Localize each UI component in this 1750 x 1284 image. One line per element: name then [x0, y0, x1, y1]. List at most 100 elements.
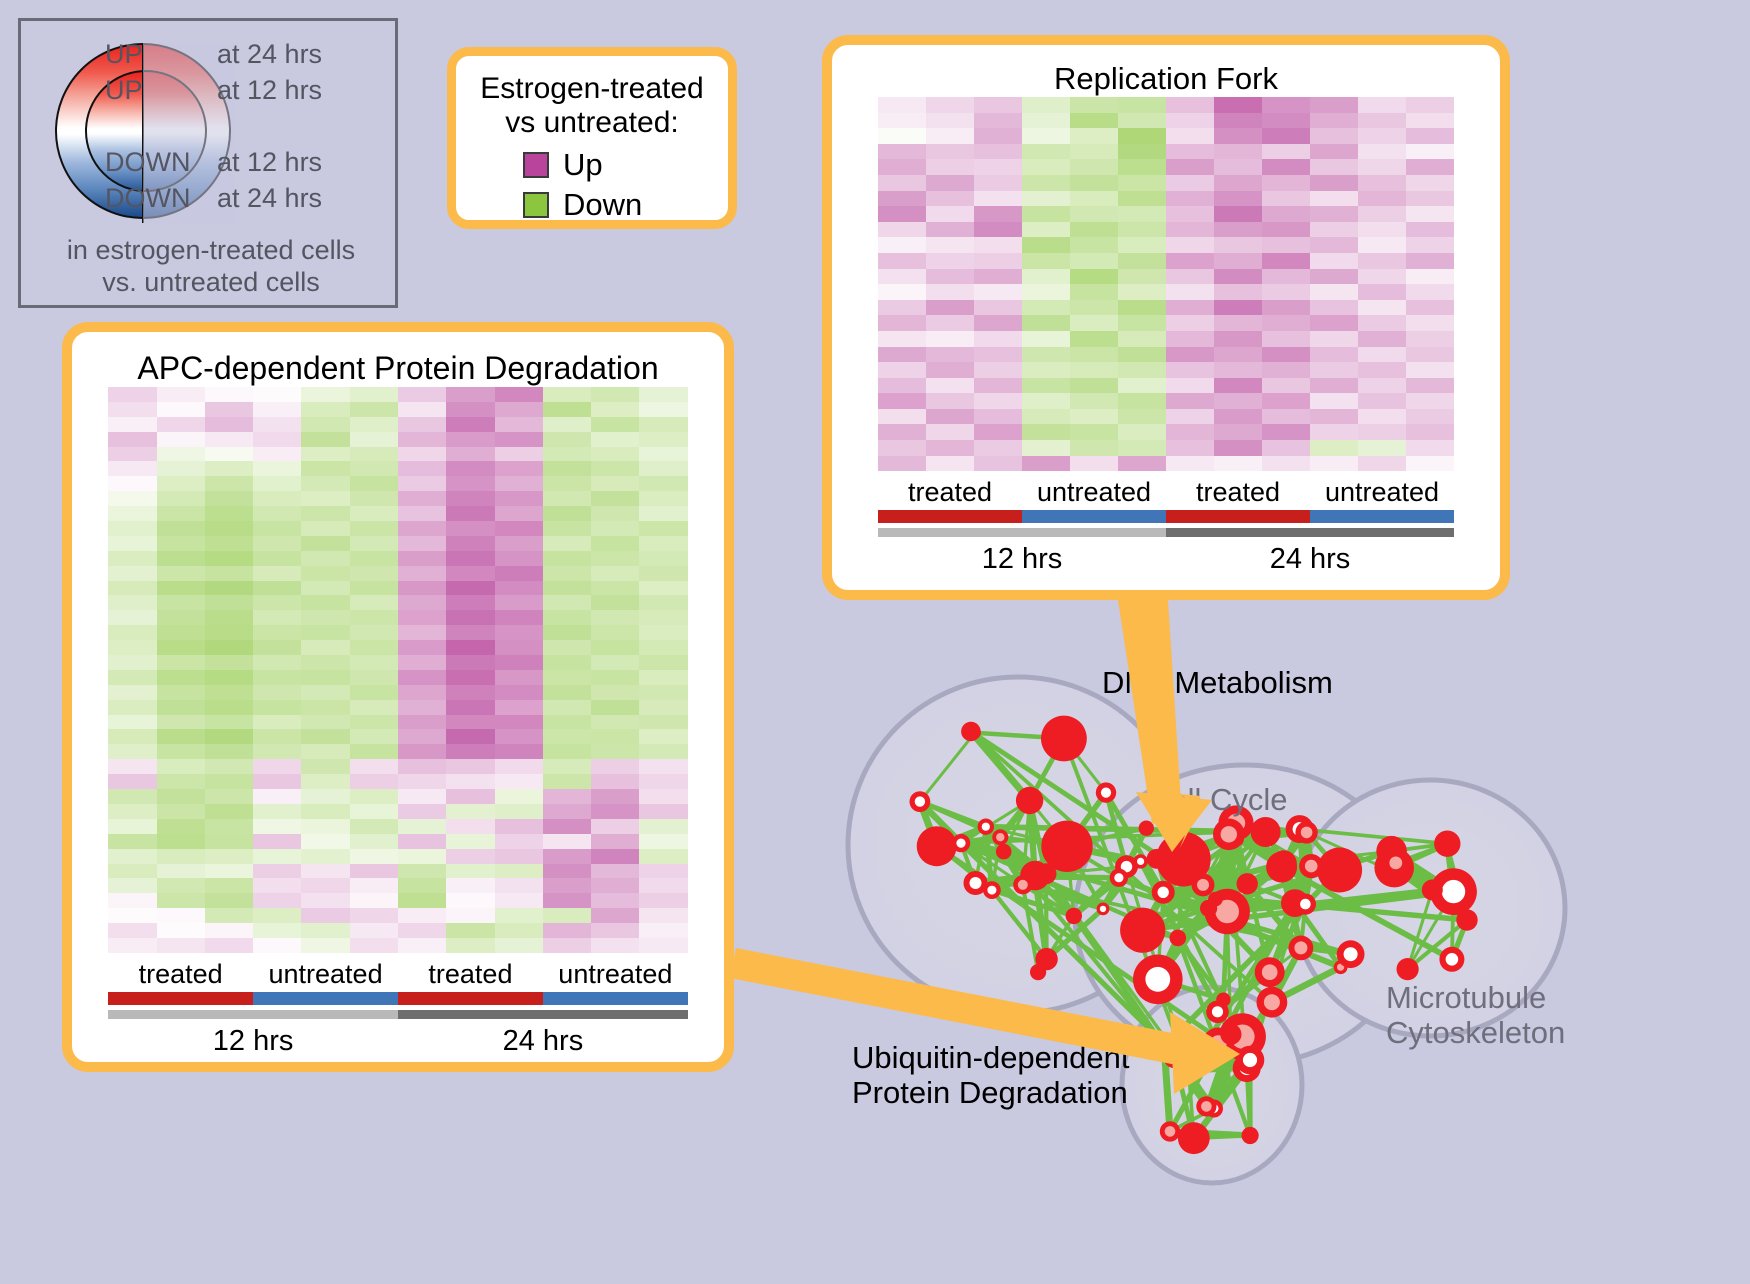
- heatmap-cell: [639, 819, 687, 834]
- heatmap-cell: [1310, 97, 1358, 113]
- heatmap-cell: [253, 432, 301, 447]
- heatmap-cell: [398, 878, 446, 893]
- heatmap-cell: [205, 729, 253, 744]
- heatmap-cell: [1358, 393, 1406, 409]
- heatmap-cell: [157, 893, 205, 908]
- heatmap-cell: [495, 923, 543, 938]
- panel-apc-degradation: APC-dependent Protein Degradation treate…: [62, 322, 734, 1072]
- heatmap-cell: [253, 759, 301, 774]
- heatmap-cell: [1022, 362, 1070, 378]
- heatmap-cell: [878, 409, 926, 425]
- heatmap-cell: [1166, 206, 1214, 222]
- heatmap-cell: [1166, 113, 1214, 129]
- panel-title-apc: APC-dependent Protein Degradation: [72, 350, 724, 387]
- heatmap-cell: [253, 789, 301, 804]
- heatmap-cell: [639, 893, 687, 908]
- heatmap-cell: [446, 581, 494, 596]
- heatmap-cell: [1406, 424, 1454, 440]
- heatmap-cell: [878, 300, 926, 316]
- heatmap-cell: [543, 849, 591, 864]
- label-ubiquitin: Ubiquitin-dependent Protein Degradation: [852, 1040, 1130, 1111]
- heatmap-cell: [301, 476, 349, 491]
- heatmap-cell: [1022, 378, 1070, 394]
- heatmap-cell: [591, 908, 639, 923]
- heatmap-cell: [1214, 456, 1262, 472]
- network-node-core: [1221, 826, 1237, 842]
- heatmap-cell: [974, 284, 1022, 300]
- heatmap-cell: [543, 461, 591, 476]
- heatmap-cell: [398, 476, 446, 491]
- heatmap-cell: [639, 506, 687, 521]
- heatmap-cell: [301, 595, 349, 610]
- heatmap-cell: [1118, 144, 1166, 160]
- heatmap-cell: [205, 536, 253, 551]
- heatmap-cell: [108, 610, 156, 625]
- heatmap-cell: [205, 923, 253, 938]
- network-node: [1120, 908, 1165, 953]
- heatmap-cell: [878, 424, 926, 440]
- heatmap-cell: [1070, 97, 1118, 113]
- heatmap-cell: [1022, 175, 1070, 191]
- heatmap-cell: [446, 864, 494, 879]
- heatmap-cell: [639, 864, 687, 879]
- network-node: [1016, 787, 1043, 814]
- heatmap-cell: [157, 476, 205, 491]
- heatmap-cell: [398, 640, 446, 655]
- heatmap-cell: [398, 536, 446, 551]
- heatmap-cell: [1166, 440, 1214, 456]
- heatmap-cell: [1310, 362, 1358, 378]
- heatmap-cell: [446, 804, 494, 819]
- heatmap-cell: [350, 521, 398, 536]
- heatmap-cell: [495, 893, 543, 908]
- heatmap-cell: [253, 551, 301, 566]
- heatmap-cell: [301, 461, 349, 476]
- heatmap-cell: [446, 461, 494, 476]
- time-label-24hrs: 24 hrs: [1166, 543, 1454, 576]
- heatmap-cell: [926, 222, 974, 238]
- network-diagram: DNA Metabolism Cell Cycle Microtubule Cy…: [790, 610, 1750, 1279]
- heatmap-cell: [1406, 456, 1454, 472]
- heatmap-cell: [1118, 362, 1166, 378]
- heatmap-cell: [495, 476, 543, 491]
- heatmap-cell: [253, 536, 301, 551]
- heatmap-cell: [350, 387, 398, 402]
- heatmap-cell: [1022, 440, 1070, 456]
- heatmap-cell: [1262, 315, 1310, 331]
- heatmap-cell: [301, 819, 349, 834]
- color-key-row-up24: UP at 24 hrs: [105, 39, 395, 75]
- heatmap-cell: [1406, 378, 1454, 394]
- heatmap-cell: [495, 447, 543, 462]
- heatmap-cell: [108, 938, 156, 953]
- heatmap-cell: [974, 237, 1022, 253]
- heatmap-cell: [543, 640, 591, 655]
- heatmap-cell: [1118, 347, 1166, 363]
- heatmap-cell: [543, 700, 591, 715]
- heatmap-cell: [253, 834, 301, 849]
- heatmap-cell: [1358, 159, 1406, 175]
- heatmap-cell: [253, 595, 301, 610]
- heatmap-cell: [1118, 393, 1166, 409]
- heatmap-cell: [157, 670, 205, 685]
- heatmap-cell: [253, 715, 301, 730]
- heatmap-cell: [1406, 237, 1454, 253]
- heatmap-cell: [591, 923, 639, 938]
- heatmap-cell: [108, 506, 156, 521]
- network-node: [1434, 831, 1460, 857]
- heatmap-cell: [878, 378, 926, 394]
- heatmap-cell: [1166, 144, 1214, 160]
- heatmap-cell: [543, 789, 591, 804]
- heatmap-cell: [157, 804, 205, 819]
- heatmap-cell: [1118, 315, 1166, 331]
- heatmap-cell: [301, 447, 349, 462]
- network-node: [1397, 958, 1419, 980]
- heatmap-cell: [350, 595, 398, 610]
- heatmap-cell: [639, 625, 687, 640]
- heatmap-cell: [1358, 331, 1406, 347]
- heatmap-cell: [1310, 300, 1358, 316]
- heatmap-cell: [398, 893, 446, 908]
- heatmap-cell: [1406, 347, 1454, 363]
- heatmap-cell: [639, 551, 687, 566]
- heatmap-cell: [591, 595, 639, 610]
- heatmap-cell: [108, 819, 156, 834]
- heatmap-cell: [1166, 284, 1214, 300]
